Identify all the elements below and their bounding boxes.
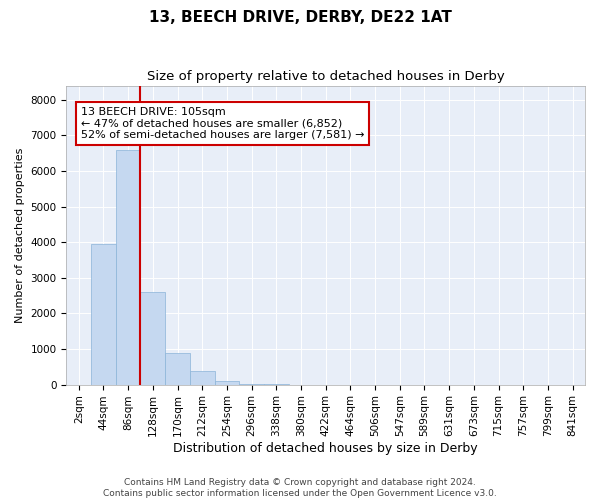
Bar (190, 372, 215, 384)
Text: 13 BEECH DRIVE: 105sqm
← 47% of detached houses are smaller (6,852)
52% of semi-: 13 BEECH DRIVE: 105sqm ← 47% of detached… (81, 107, 364, 140)
Y-axis label: Number of detached properties: Number of detached properties (15, 148, 25, 323)
Bar (165, 352, 190, 384)
Text: 13, BEECH DRIVE, DERBY, DE22 1AT: 13, BEECH DRIVE, DERBY, DE22 1AT (149, 10, 451, 25)
Bar (91, 244, 116, 384)
Bar (116, 150, 140, 384)
Bar (140, 292, 165, 384)
X-axis label: Distribution of detached houses by size in Derby: Distribution of detached houses by size … (173, 442, 478, 455)
Bar (215, 381, 239, 384)
Text: Contains HM Land Registry data © Crown copyright and database right 2024.
Contai: Contains HM Land Registry data © Crown c… (103, 478, 497, 498)
Title: Size of property relative to detached houses in Derby: Size of property relative to detached ho… (147, 70, 505, 83)
